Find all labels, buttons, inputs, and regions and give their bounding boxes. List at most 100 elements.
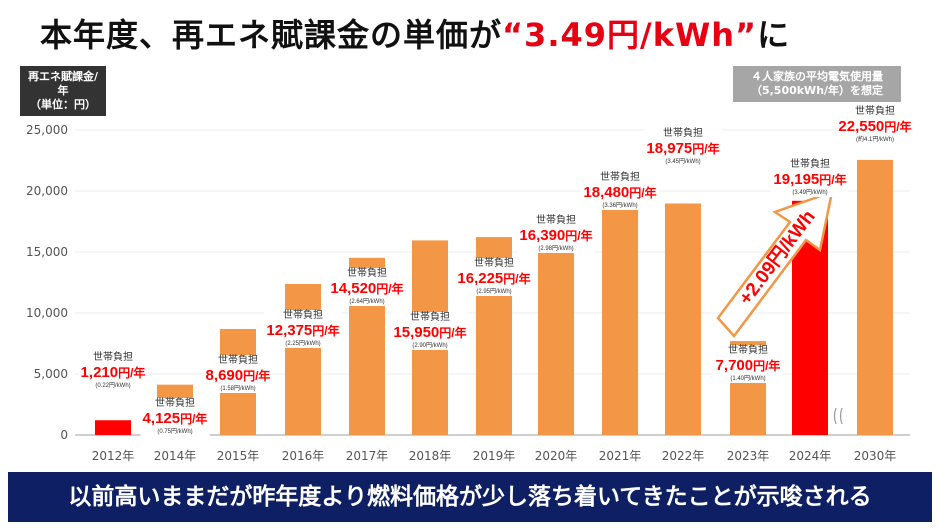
y-tick-label: 20,000 bbox=[26, 184, 68, 198]
label-rate: (0.75円/kWh) bbox=[157, 429, 193, 435]
value-number: 14,520 bbox=[330, 280, 377, 297]
value-label: 世帯負担 18,480円/年 (3.36円/kWh) bbox=[581, 172, 659, 210]
label-value: 8,690円/年 bbox=[206, 367, 271, 385]
bar-2020年 bbox=[538, 235, 574, 435]
label-value: 18,975円/年 bbox=[646, 140, 719, 158]
value-number: 7,700 bbox=[715, 357, 754, 374]
unit-line2: （単位：円） bbox=[30, 98, 96, 111]
bar-2021年 bbox=[602, 209, 638, 435]
value-number: 8,690 bbox=[205, 367, 244, 384]
label-rate: (2.64円/kWh) bbox=[349, 299, 385, 305]
unit-box: 再エネ賦課金/年 （単位：円） bbox=[20, 66, 106, 116]
value-unit: 円/年 bbox=[439, 326, 467, 340]
x-tick-label: 2024年 bbox=[789, 449, 832, 463]
label-heading: 世帯負担 bbox=[92, 352, 133, 363]
label-rate: (3.49円/kWh) bbox=[792, 190, 828, 196]
value-label: 世帯負担 1,210円/年 (0.22円/kWh) bbox=[78, 352, 148, 390]
x-tick-label: 2023年 bbox=[727, 449, 770, 463]
label-heading: 世帯負担 bbox=[409, 312, 450, 323]
label-heading: 世帯負担 bbox=[282, 310, 323, 321]
label-value: 16,225円/年 bbox=[457, 270, 530, 288]
label-value: 22,550円/年 bbox=[838, 118, 911, 136]
label-value: 19,195円/年 bbox=[773, 171, 846, 189]
x-tick-label: 2021年 bbox=[599, 449, 642, 463]
label-value: 16,390円/年 bbox=[519, 227, 592, 245]
label-value: 14,520円/年 bbox=[330, 280, 403, 298]
unit-line1: 再エネ賦課金/年 bbox=[27, 70, 99, 97]
label-rate: (1.40円/kWh) bbox=[730, 376, 766, 382]
x-tick-label: 2019年 bbox=[473, 449, 516, 463]
label-rate: (約4.1円/kWh) bbox=[855, 137, 895, 143]
value-unit: 円/年 bbox=[180, 412, 208, 426]
y-tick-label: 0 bbox=[60, 428, 68, 442]
assumption-line1: ４人家族の平均電気使用量 bbox=[751, 70, 883, 83]
value-unit: 円/年 bbox=[243, 369, 271, 383]
label-heading: 世帯負担 bbox=[854, 106, 895, 117]
assumption-box: ４人家族の平均電気使用量 （5,500kWh/年）を想定 bbox=[733, 66, 901, 102]
value-unit: 円/年 bbox=[819, 173, 847, 187]
value-number: 22,550 bbox=[838, 118, 885, 135]
label-heading: 世帯負担 bbox=[727, 345, 768, 356]
value-number: 4,125 bbox=[142, 410, 181, 427]
value-number: 16,225 bbox=[457, 270, 504, 287]
value-label: 世帯負担 4,125円/年 (0.75円/kWh) bbox=[140, 398, 210, 436]
x-tick-label: 2016年 bbox=[282, 449, 325, 463]
x-tick-label: 2018年 bbox=[409, 449, 452, 463]
value-number: 18,480 bbox=[583, 184, 630, 201]
label-heading: 世帯負担 bbox=[662, 128, 703, 139]
bar-2030年 bbox=[857, 159, 893, 435]
label-heading: 世帯負担 bbox=[535, 215, 576, 226]
label-value: 4,125円/年 bbox=[143, 410, 208, 428]
value-unit: 円/年 bbox=[884, 120, 912, 134]
value-label: 世帯負担 19,195円/年 (3.49円/kWh) bbox=[771, 159, 849, 197]
value-label: 世帯負担 14,520円/年 (2.64円/kWh) bbox=[328, 268, 406, 306]
x-tick-label: 2015年 bbox=[217, 449, 260, 463]
label-value: 12,375円/年 bbox=[266, 322, 339, 340]
x-tick-label: 2030年 bbox=[854, 449, 897, 463]
label-heading: 世帯負担 bbox=[789, 159, 830, 170]
title-text: 本年度、再エネ賦課金の単価が bbox=[40, 16, 503, 54]
label-heading: 世帯負担 bbox=[154, 398, 195, 409]
y-tick-label: 5,000 bbox=[34, 367, 68, 381]
value-number: 19,195 bbox=[773, 171, 820, 188]
value-label: 世帯負担 12,375円/年 (2.25円/kWh) bbox=[264, 310, 342, 348]
value-label: 世帯負担 18,975円/年 (3.45円/kWh) bbox=[644, 128, 722, 166]
label-rate: (2.95円/kWh) bbox=[476, 289, 512, 295]
value-label: 世帯負担 16,225円/年 (2.95円/kWh) bbox=[455, 258, 533, 296]
footer-banner: 以前高いままだが昨年度より燃料価格が少し落ち着いてきたことが示唆される bbox=[8, 472, 932, 522]
label-value: 1,210円/年 bbox=[81, 364, 146, 382]
label-value: 18,480円/年 bbox=[583, 184, 656, 202]
value-label: 世帯負担 15,950円/年 (2.90円/kWh) bbox=[391, 312, 469, 350]
value-unit: 円/年 bbox=[565, 229, 593, 243]
label-rate: (3.36円/kWh) bbox=[602, 203, 638, 209]
label-heading: 世帯負担 bbox=[346, 268, 387, 279]
assumption-line2: （5,500kWh/年）を想定 bbox=[750, 84, 884, 97]
value-label: 世帯負担 8,690円/年 (1.58円/kWh) bbox=[203, 355, 273, 393]
label-heading: 世帯負担 bbox=[599, 172, 640, 183]
value-number: 18,975 bbox=[646, 140, 693, 157]
value-unit: 円/年 bbox=[692, 142, 720, 156]
value-label: 世帯負担 16,390円/年 (2.98円/kWh) bbox=[517, 215, 595, 253]
value-number: 12,375 bbox=[266, 322, 313, 339]
label-heading: 世帯負担 bbox=[473, 258, 514, 269]
value-number: 16,390 bbox=[519, 227, 566, 244]
value-label: 世帯負担 22,550円/年 (約4.1円/kWh) bbox=[836, 106, 914, 144]
title-suffix: に bbox=[757, 16, 791, 54]
label-value: 7,700円/年 bbox=[716, 357, 781, 375]
label-rate: (2.25円/kWh) bbox=[285, 341, 321, 347]
value-label: 世帯負担 7,700円/年 (1.40円/kWh) bbox=[713, 345, 783, 383]
label-rate: (0.22円/kWh) bbox=[95, 383, 131, 389]
value-unit: 円/年 bbox=[376, 282, 404, 296]
page-title: 本年度、再エネ賦課金の単価が“3.49円/kWh”に bbox=[40, 10, 790, 56]
value-unit: 円/年 bbox=[629, 186, 657, 200]
y-tick-label: 15,000 bbox=[26, 245, 68, 259]
label-rate: (3.45円/kWh) bbox=[665, 159, 701, 165]
value-unit: 円/年 bbox=[312, 324, 340, 338]
x-tick-label: 2014年 bbox=[154, 449, 197, 463]
label-rate: (2.98円/kWh) bbox=[538, 246, 574, 252]
bar-2022年 bbox=[665, 203, 701, 435]
label-value: 15,950円/年 bbox=[393, 324, 466, 342]
bar-2016年 bbox=[285, 284, 321, 435]
label-rate: (1.58円/kWh) bbox=[220, 386, 256, 392]
value-unit: 円/年 bbox=[118, 366, 146, 380]
